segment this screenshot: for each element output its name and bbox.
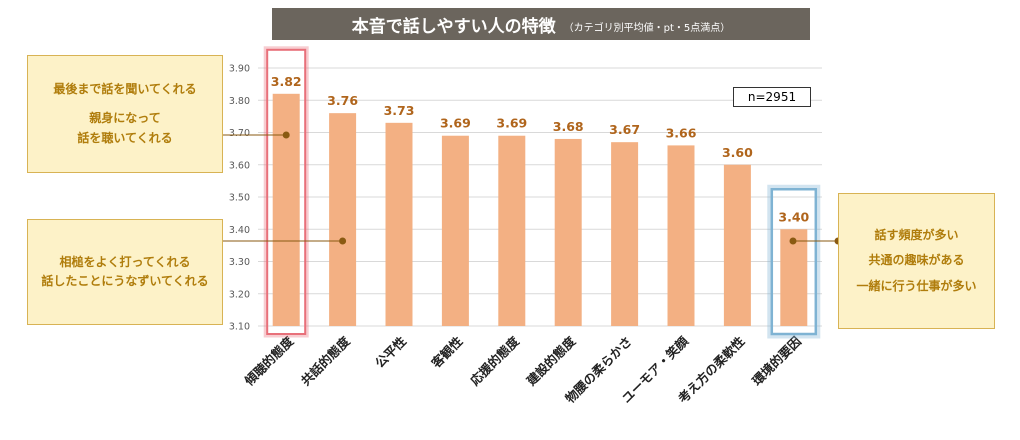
data-label: 3.69 [496, 116, 527, 131]
data-label: 3.67 [609, 122, 640, 137]
callout-line: 話したことにうなずいてくれる [41, 274, 209, 288]
callout-line: 話す頻度が多い [874, 228, 959, 243]
bar [441, 135, 469, 326]
y-tick-label: 3.70 [229, 128, 250, 139]
x-category-label: 建設的態度 [524, 333, 579, 388]
bar [554, 138, 582, 326]
callout-environment: 話す頻度が多い 共通の趣味がある 一緒に行う仕事が多い [838, 193, 995, 329]
chart-subtitle: （カテゴリ別平均値・pt・5点満点） [563, 22, 731, 34]
bar [272, 93, 300, 326]
callout-line: 親身になって [89, 111, 161, 126]
callout-line: 最後まで話を聞いてくれる [53, 82, 197, 97]
callout-line: 相槌をよく打ってくれる [59, 254, 191, 269]
bar [611, 142, 639, 326]
y-tick-label: 3.50 [229, 193, 250, 204]
highlight-box-blue [770, 188, 818, 336]
connector-dot [339, 237, 347, 245]
bar [498, 135, 526, 326]
y-tick-label: 3.40 [229, 225, 250, 236]
data-label: 3.68 [553, 119, 584, 134]
y-tick-label: 3.30 [229, 257, 250, 268]
bar [723, 164, 751, 326]
chart-title: 本音で話しやすい人の特徴 [351, 16, 556, 37]
y-tick-label: 3.20 [229, 289, 250, 300]
bar [780, 229, 808, 326]
x-category-label: 応援的態度 [467, 333, 522, 388]
sample-size-label: n=2951 [733, 87, 811, 107]
data-label: 3.76 [327, 93, 358, 108]
x-category-label: 環境的要因 [749, 334, 804, 389]
connector-dot [282, 131, 290, 139]
data-label: 3.66 [666, 125, 697, 140]
y-tick-label: 3.10 [229, 322, 250, 333]
highlight-glow-blue [767, 184, 821, 339]
callout-line: 共通の趣味がある [868, 253, 965, 268]
highlight-glow-red [263, 46, 309, 338]
callout-listening: 最後まで話を聞いてくれる 親身になって 話を聴いてくれる [27, 55, 223, 173]
connector-dot [789, 237, 797, 245]
data-label: 3.73 [384, 103, 415, 118]
y-tick-label: 3.90 [229, 64, 250, 75]
x-category-label: 公平性 [372, 333, 409, 370]
data-label: 3.40 [778, 209, 809, 224]
callout-co-talking: 相槌をよく打ってくれる 話したことにうなずいてくれる [27, 219, 223, 325]
chart-title-bar: 本音で話しやすい人の特徴 （カテゴリ別平均値・pt・5点満点） [272, 8, 810, 40]
callout-line: 一緒に行う仕事が多い [856, 278, 977, 293]
bar [329, 113, 357, 327]
data-label: 3.60 [722, 145, 753, 160]
callout-line: 話を聴いてくれる [77, 130, 173, 145]
bar [667, 145, 695, 326]
highlight-box-red [266, 48, 307, 336]
data-label: 3.69 [440, 116, 471, 131]
x-category-label: 傾聴的態度 [241, 333, 297, 389]
bar [385, 122, 413, 326]
data-label: 3.82 [271, 74, 302, 89]
y-tick-label: 3.60 [229, 160, 250, 171]
y-tick-label: 3.80 [229, 96, 250, 107]
x-category-label: 共話的態度 [298, 333, 353, 388]
x-category-label: 客観性 [428, 333, 466, 371]
